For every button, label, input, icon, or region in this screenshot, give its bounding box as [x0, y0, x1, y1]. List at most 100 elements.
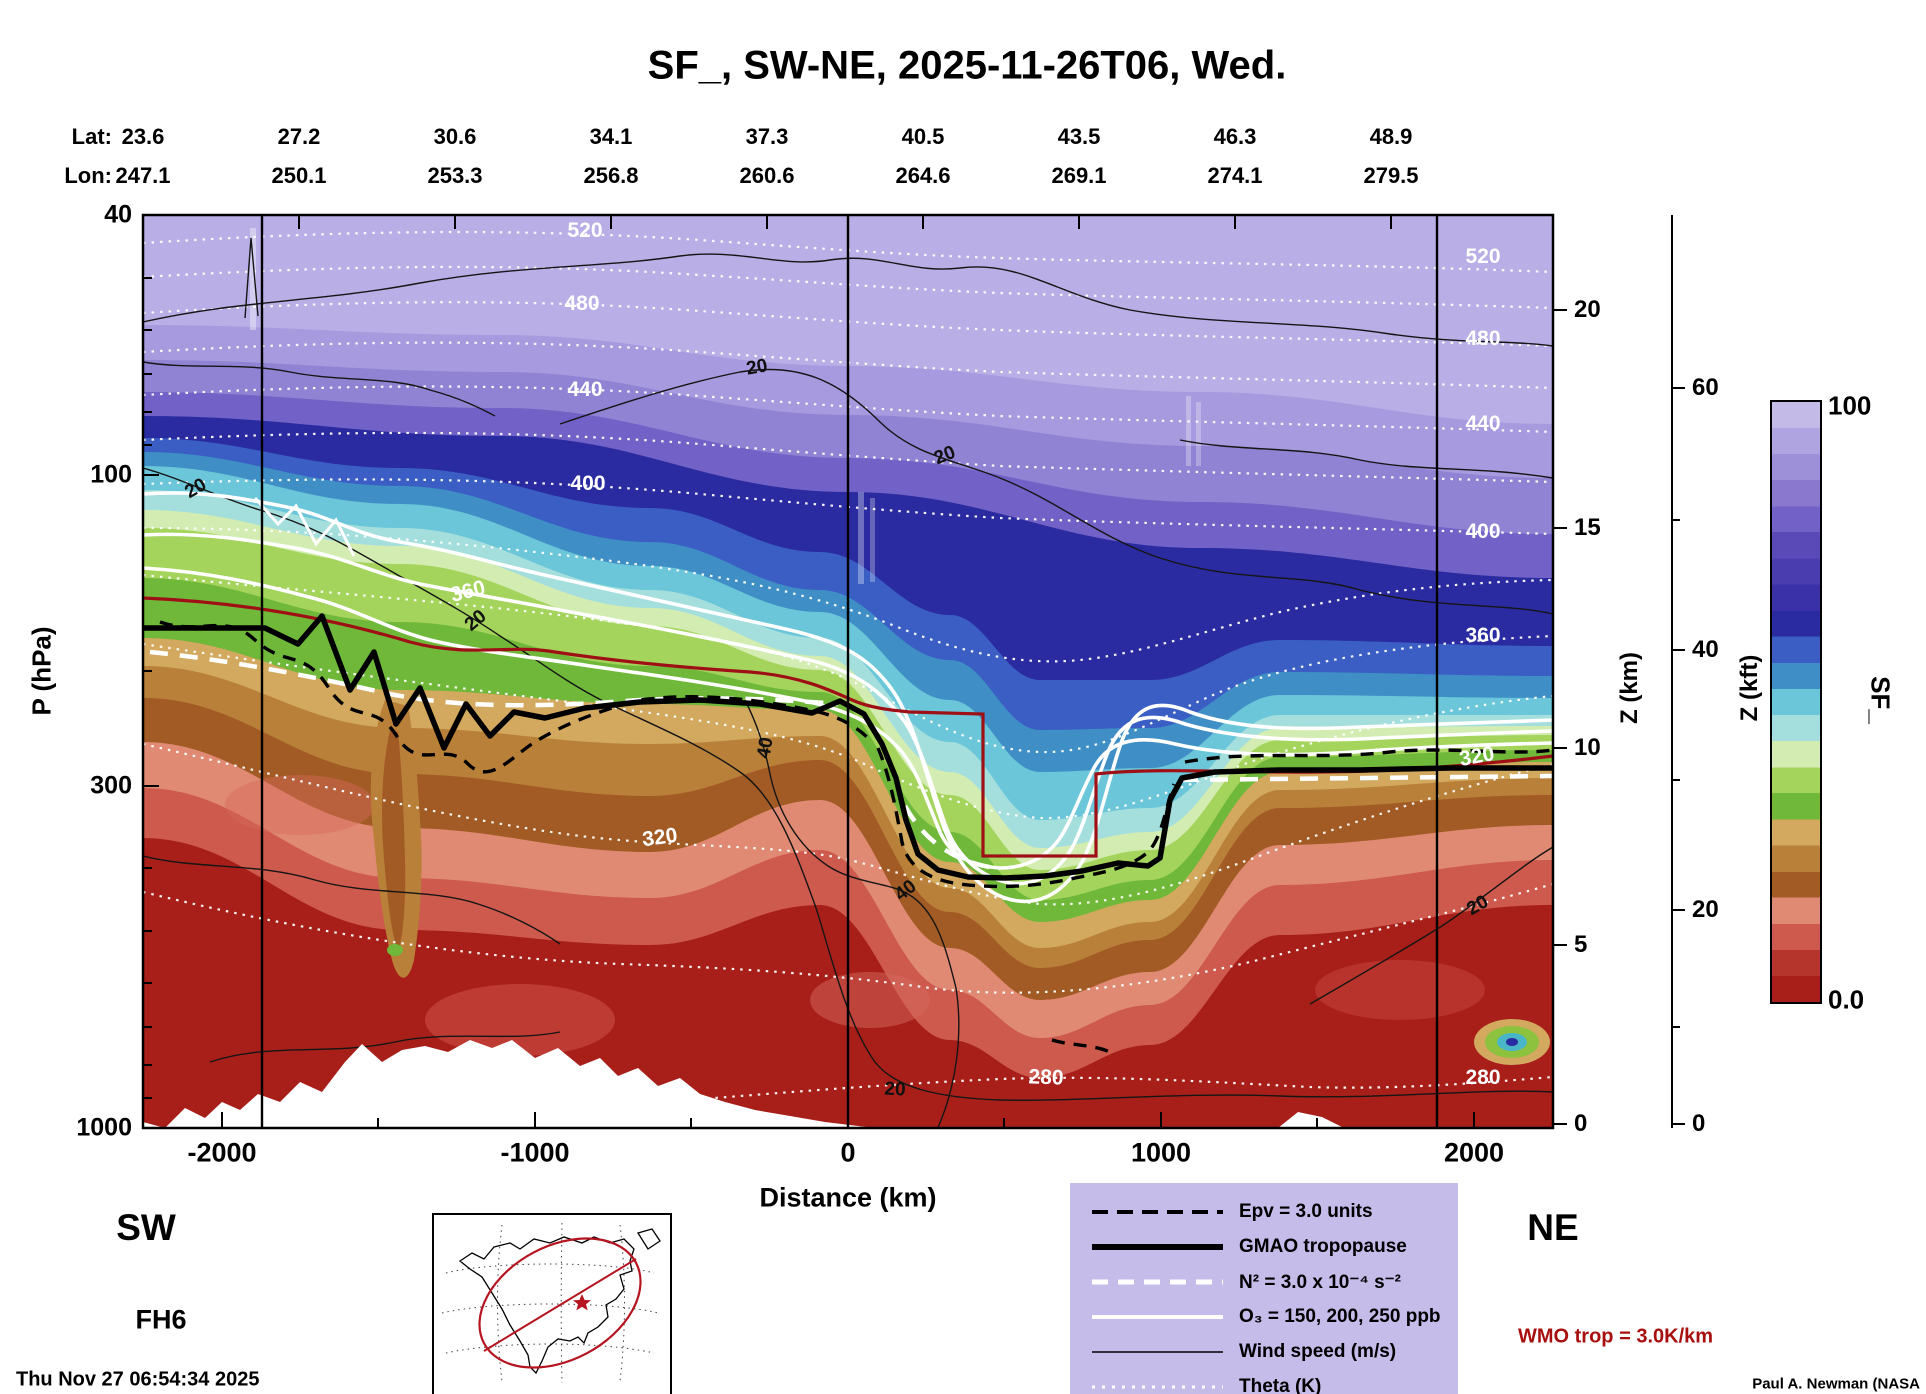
distance-tick-label: 2000: [1443, 1137, 1505, 1168]
z-kft-axis-label: Z (kft): [1736, 654, 1763, 722]
legend-row-o3: O₃ = 150, 200, 250 ppb: [1090, 1304, 1450, 1330]
section-overlay: [478, 1237, 642, 1369]
lat-value: 48.9: [1369, 124, 1413, 149]
z-kft-axis: [1671, 215, 1685, 1128]
pressure-tick-label: 1000: [76, 1113, 132, 1142]
n2-contour: [149, 649, 1553, 871]
theta-contours: [143, 230, 1553, 1102]
wind-contours: [143, 237, 1553, 1128]
anomaly-blob: [1474, 1019, 1550, 1065]
theta-contour-label: 440: [567, 378, 603, 401]
credit-label: Paul A. Newman (NASA: [1752, 1375, 1920, 1393]
epv-line-sample: [1092, 1210, 1223, 1214]
z-kft-tick-label: 60: [1692, 374, 1719, 401]
colorbar-max-label: 100: [1828, 390, 1872, 421]
lat-value: 27.2: [277, 124, 321, 149]
plot-frame: [141, 213, 1567, 1130]
z-km-tick-label: 15: [1574, 514, 1601, 541]
theta-contour-label: 480: [1465, 327, 1501, 350]
section-star-icon: [573, 1294, 591, 1311]
tan-tongue-feature: [370, 700, 422, 978]
pressure-axis-label: P (hPa): [26, 626, 57, 716]
o3-line-sample: [1092, 1315, 1223, 1319]
colorbar: [1770, 400, 1822, 1004]
legend-label: Theta (K): [1239, 1376, 1322, 1394]
timestamp-label: Thu Nov 27 06:54:34 2025: [16, 1368, 260, 1391]
lat-value: 23.6: [121, 124, 165, 149]
distance-axis-label: Distance (km): [759, 1182, 937, 1213]
lon-caption: Lon:: [64, 163, 112, 188]
z-kft-tick-label: 20: [1692, 896, 1719, 923]
plot-title: SF_, SW-NE, 2025-11-26T06, Wed.: [647, 43, 1287, 88]
legend-row-n2: N² = 3.0 x 10⁻⁴ s⁻²: [1090, 1269, 1450, 1295]
legend-label: Epv = 3.0 units: [1239, 1201, 1373, 1222]
theta-contour-label: 360: [1465, 624, 1501, 647]
wind-contour-label: 40: [753, 735, 778, 761]
theta-contour-label: 480: [564, 292, 600, 315]
distance-tick-label: 0: [840, 1137, 856, 1168]
lat-caption: Lat:: [71, 124, 112, 149]
n2-line-sample: [1092, 1279, 1223, 1285]
theta-contour-label: 400: [1465, 520, 1501, 543]
legend-label: N² = 3.0 x 10⁻⁴ s⁻²: [1239, 1271, 1402, 1293]
theta-line-sample: [1092, 1385, 1223, 1389]
theta-contour-label: 520: [567, 219, 603, 242]
wind-line-sample: [1092, 1351, 1223, 1353]
distance-tick-label: -1000: [500, 1137, 570, 1168]
filled-field: [143, 215, 1553, 1128]
legend-row-epv: Epv = 3.0 units: [1090, 1199, 1450, 1225]
z-km-tick-label: 0: [1574, 1110, 1588, 1137]
distance-tick-label: -2000: [187, 1137, 257, 1168]
colorbar-min-label: 0.0: [1828, 984, 1865, 1015]
legend-label: O₃ = 150, 200, 250 ppb: [1239, 1306, 1441, 1327]
map-inset: [432, 1213, 672, 1394]
pressure-tick-label: 100: [90, 460, 132, 489]
wind-contour-label: 20: [744, 355, 770, 380]
z-km-tick-label: 20: [1574, 296, 1601, 323]
lon-value: 264.6: [895, 163, 951, 188]
lon-value: 269.1: [1051, 163, 1107, 188]
z-kft-tick-label: 40: [1692, 636, 1719, 663]
lon-value: 274.1: [1207, 163, 1263, 188]
terrain-mask: [143, 1040, 1344, 1128]
red-patch: [1315, 960, 1485, 1020]
gmao-line-sample: [1092, 1244, 1223, 1250]
z-km-axis-label: Z (km): [1616, 652, 1643, 724]
theta-contour-label: 320: [640, 823, 679, 852]
distance-tick-label: 1000: [1130, 1137, 1192, 1168]
theta-contour-label: 440: [1465, 412, 1501, 435]
lat-value: 37.3: [745, 124, 789, 149]
legend-row-theta: Theta (K): [1090, 1374, 1450, 1394]
z-km-tick-label: 5: [1574, 931, 1588, 958]
map-inset-graphic: [441, 1222, 661, 1384]
red-patch: [810, 972, 930, 1028]
pressure-tick-label: 300: [90, 771, 132, 800]
pressure-tick-label: 40: [104, 200, 132, 229]
colorbar-axis-label: SF_: [1865, 676, 1896, 724]
coastline: [458, 1228, 661, 1375]
endpoint-sw-label: SW: [116, 1207, 176, 1248]
domain-marker-lines: [260, 215, 1439, 1128]
theta-contour-label: 280: [1465, 1066, 1501, 1089]
lat-value: 34.1: [589, 124, 633, 149]
lon-value: 279.5: [1363, 163, 1419, 188]
ozone-contours: [143, 491, 1553, 904]
wind-contour-label: 20: [883, 1078, 907, 1101]
lat-value: 43.5: [1057, 124, 1101, 149]
endpoint-ne-label: NE: [1527, 1207, 1579, 1248]
lon-value: 250.1: [271, 163, 327, 188]
wmo-trop-note: WMO trop = 3.0K/km: [1518, 1325, 1714, 1348]
epv-contour: [159, 620, 1553, 1054]
red-patch: [225, 775, 375, 835]
theta-contour-label: 400: [570, 472, 606, 495]
pale-streaks: [250, 228, 1201, 584]
legend-row-wind: Wind speed (m/s): [1090, 1339, 1450, 1365]
red-patch: [425, 984, 615, 1056]
z-km-tick-label: 10: [1574, 734, 1601, 761]
lon-value: 260.6: [739, 163, 795, 188]
gmao-tropopause-line: [143, 613, 1553, 881]
legend-label: Wind speed (m/s): [1239, 1341, 1397, 1362]
lat-value: 40.5: [901, 124, 945, 149]
